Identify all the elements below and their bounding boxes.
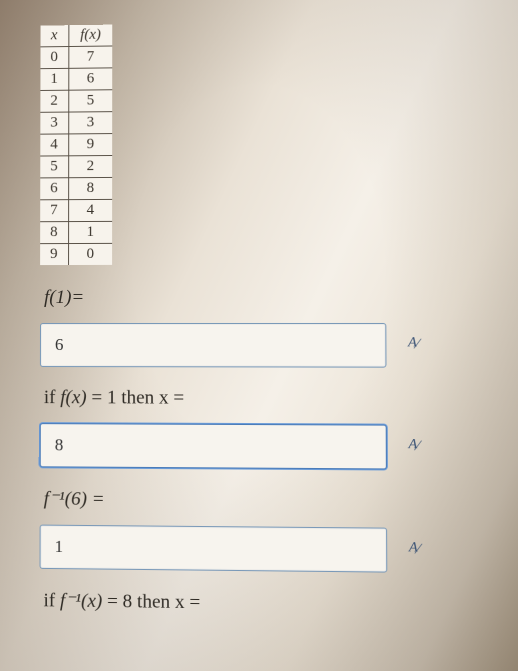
equation-editor-button[interactable]: A⁄ — [403, 332, 434, 358]
cell-x: 5 — [40, 156, 68, 178]
question-4-prompt: if f⁻¹(x) = 8 then x = — [43, 589, 435, 617]
cell-x: 4 — [40, 134, 68, 156]
table-row: 74 — [40, 199, 112, 221]
answer-row-2: 8 A⁄ — [40, 423, 435, 470]
table-row: 25 — [40, 90, 112, 113]
answer-input-2[interactable]: 8 — [40, 423, 387, 469]
table-row: 16 — [40, 68, 112, 91]
cell-fx: 3 — [68, 112, 112, 134]
question-2-prompt: if f(x) = 1 then x = — [44, 387, 434, 410]
cell-fx: 0 — [68, 243, 112, 265]
cell-x: 7 — [40, 200, 68, 222]
cell-fx: 2 — [68, 155, 112, 177]
table-row: 68 — [40, 177, 112, 199]
worksheet-page: x f(x) 07 16 25 33 49 52 68 74 81 90 f(1… — [39, 20, 435, 631]
answer-value: 1 — [55, 537, 64, 557]
answer-input-3[interactable]: 1 — [40, 525, 388, 573]
table-header-x: x — [41, 25, 69, 47]
prompt-pre: if — [43, 590, 59, 611]
cell-fx: 1 — [68, 221, 112, 243]
equation-icon: A⁄ — [408, 337, 429, 353]
equation-icon: A⁄ — [408, 439, 429, 455]
question-1-prompt: f(1)= — [44, 286, 434, 309]
function-table: x f(x) 07 16 25 33 49 52 68 74 81 90 — [40, 25, 112, 265]
table-row: 49 — [40, 134, 112, 156]
prompt-post: = 8 then x = — [102, 591, 200, 613]
prompt-pre: if — [44, 387, 60, 408]
cell-x: 9 — [40, 244, 68, 266]
cell-fx: 7 — [68, 46, 112, 68]
table-row: 52 — [40, 155, 112, 177]
answer-row-3: 1 A⁄ — [40, 525, 435, 574]
equation-editor-button[interactable]: A⁄ — [404, 537, 435, 564]
cell-fx: 6 — [68, 68, 112, 90]
table-row: 33 — [40, 112, 112, 135]
table-header-row: x f(x) — [41, 25, 113, 47]
cell-fx: 9 — [68, 134, 112, 156]
cell-fx: 4 — [68, 199, 112, 221]
table-row: 81 — [40, 221, 112, 243]
cell-x: 2 — [40, 90, 68, 112]
table-header-fx: f(x) — [68, 25, 112, 47]
prompt-text: f⁻¹(6) = — [44, 488, 105, 510]
answer-input-1[interactable]: 6 — [40, 323, 387, 368]
table-row: 90 — [40, 243, 112, 265]
cell-x: 6 — [40, 178, 68, 200]
answer-value: 8 — [55, 435, 64, 455]
equation-editor-button[interactable]: A⁄ — [403, 434, 434, 461]
cell-x: 1 — [40, 68, 68, 90]
question-3-prompt: f⁻¹(6) = — [44, 487, 435, 513]
prompt-fx: f(x) — [60, 387, 86, 408]
answer-value: 6 — [55, 335, 64, 355]
answer-row-1: 6 A⁄ — [40, 323, 434, 368]
cell-x: 8 — [40, 222, 68, 244]
cell-x: 3 — [40, 112, 68, 134]
prompt-post: = 1 then x = — [87, 387, 185, 408]
cell-fx: 5 — [68, 90, 112, 112]
equation-icon: A⁄ — [409, 542, 430, 559]
table-row: 07 — [40, 46, 112, 69]
cell-x: 0 — [40, 47, 68, 69]
prompt-fx: f⁻¹(x) — [60, 590, 102, 612]
prompt-text: f(1)= — [44, 287, 84, 308]
cell-fx: 8 — [68, 177, 112, 199]
